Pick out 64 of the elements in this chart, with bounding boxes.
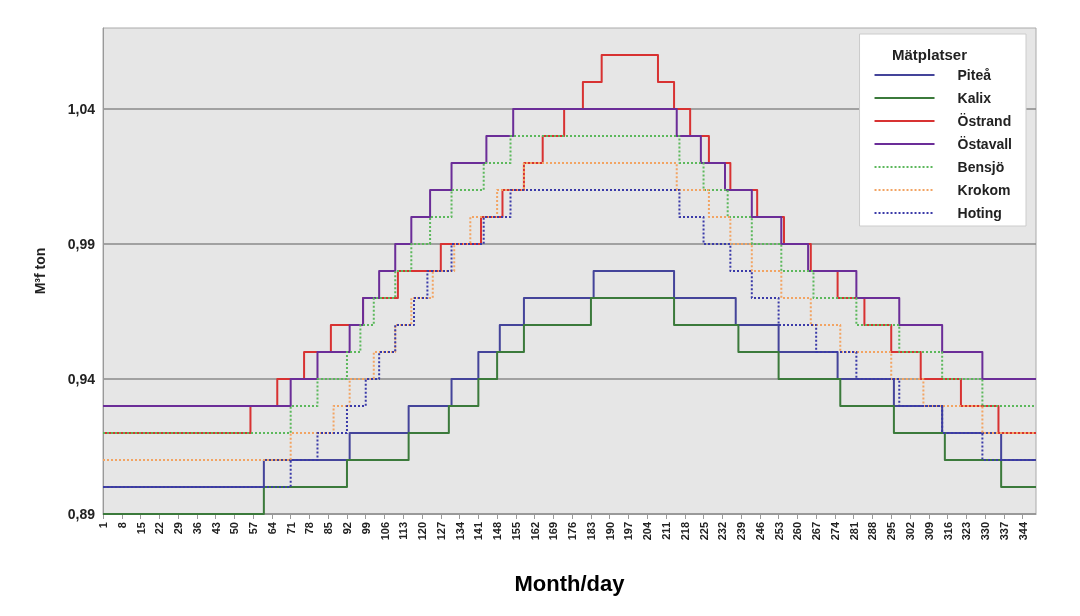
x-tick-label: 246: [753, 522, 766, 541]
x-tick-label: 78: [303, 522, 316, 535]
x-tick-label: 253: [772, 522, 785, 541]
legend-label: Hoting: [957, 205, 1002, 221]
x-tick-label: 316: [941, 522, 954, 541]
x-tick-label: 1: [97, 522, 109, 529]
x-tick-label: 57: [247, 522, 260, 535]
x-tick-label: 176: [566, 522, 579, 541]
x-tick-label: 15: [134, 522, 147, 535]
y-tick-label: 0,94: [67, 371, 96, 387]
x-tick-label: 113: [397, 522, 410, 540]
x-axis-title: Month/day: [514, 570, 626, 596]
x-tick-label: 323: [960, 522, 973, 541]
x-tick-label: 148: [491, 522, 504, 541]
x-tick-label: 274: [828, 521, 841, 541]
x-tick-label: 120: [416, 522, 429, 541]
legend-label: Krokom: [957, 182, 1011, 198]
legend-label: Östavall: [957, 136, 1013, 152]
x-tick-label: 141: [472, 522, 485, 541]
x-tick-label: 36: [190, 522, 203, 535]
y-axis-title: M³f ton: [32, 247, 48, 295]
x-tick-label: 22: [153, 522, 166, 535]
x-tick-label: 92: [340, 522, 353, 535]
x-tick-label: 239: [735, 522, 748, 541]
x-tick-label: 155: [509, 522, 522, 541]
x-tick-label: 288: [866, 522, 879, 541]
x-tick-label: 197: [622, 522, 635, 541]
legend-label: Bensjö: [957, 159, 1005, 175]
x-tick-label: 330: [979, 522, 992, 541]
x-tick-label: 211: [660, 522, 673, 540]
x-tick-label: 162: [528, 522, 541, 541]
x-tick-label: 43: [209, 522, 222, 535]
x-tick-label: 267: [810, 522, 823, 541]
x-tick-label: 190: [603, 522, 616, 541]
y-tick-label: 0,89: [67, 506, 96, 522]
y-tick-label: 0,99: [67, 236, 96, 252]
x-tick-label: 85: [322, 522, 335, 535]
x-tick-label: 344: [1016, 521, 1029, 541]
x-tick-label: 218: [678, 522, 691, 541]
x-tick-label: 337: [997, 522, 1010, 541]
legend-label: Kalix: [957, 90, 992, 106]
x-tick-label: 99: [359, 522, 372, 535]
legend-label: Piteå: [957, 67, 992, 83]
x-tick-label: 225: [697, 522, 710, 541]
x-tick-label: 50: [228, 522, 241, 535]
x-tick-label: 8: [115, 522, 128, 529]
legend-title: Mätplatser: [891, 46, 968, 63]
x-tick-label: 169: [547, 522, 560, 541]
x-tick-label: 302: [903, 522, 916, 541]
x-tick-label: 106: [378, 522, 391, 541]
x-tick-label: 260: [791, 522, 804, 541]
x-tick-label: 71: [284, 522, 297, 535]
x-tick-label: 127: [434, 522, 447, 541]
x-tick-label: 232: [716, 522, 729, 541]
legend-label: Östrand: [957, 113, 1012, 129]
x-tick-label: 309: [922, 522, 935, 541]
y-tick-label: 1,04: [67, 101, 96, 117]
x-tick-label: 204: [641, 521, 654, 541]
x-tick-label: 29: [172, 522, 185, 535]
x-tick-label: 183: [584, 522, 597, 541]
x-tick-label: 295: [885, 522, 898, 541]
x-tick-label: 64: [265, 521, 278, 535]
x-tick-label: 134: [453, 521, 466, 541]
x-tick-label: 281: [847, 522, 860, 541]
